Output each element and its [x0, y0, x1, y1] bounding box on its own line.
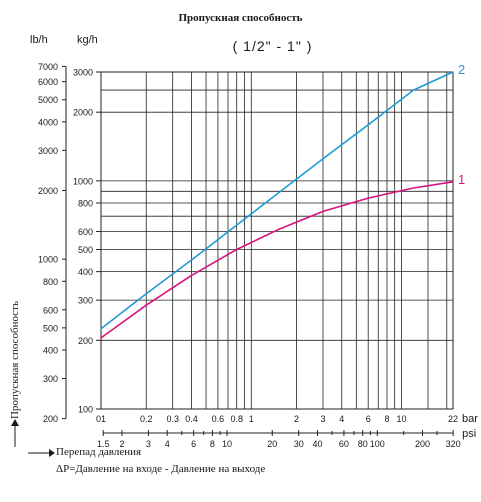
psi-tick-label: 2	[119, 439, 124, 449]
lbh-tick-label: 6000	[38, 77, 58, 87]
y-arrow-head	[11, 419, 19, 426]
psi-tick-label: 60	[339, 439, 349, 449]
series-layer	[100, 71, 454, 339]
bar-tick-label: 0.6	[212, 414, 225, 424]
bar-tick-label: 8	[384, 414, 389, 424]
bar-tick-label: 2	[294, 414, 299, 424]
series-line-1	[100, 181, 454, 339]
chart-title: Пропускная способность	[178, 12, 303, 24]
bar-tick-label: 4	[339, 414, 344, 424]
lbh-tick-label: 3000	[38, 146, 58, 156]
kgh-tick-label: 500	[78, 245, 93, 255]
lbh-tick-label: 1000	[38, 255, 58, 265]
lbh-tick-label: 800	[43, 277, 58, 287]
grid-lines	[100, 71, 454, 410]
psi-tick-label: 200	[415, 439, 430, 449]
axes	[11, 65, 454, 457]
psi-tick-label: 4	[165, 439, 170, 449]
pressure-drop-formula: ΔP=Давление на входе - Давление на выход…	[56, 463, 266, 475]
lbh-tick-label: 400	[43, 345, 58, 355]
lbh-tick-label: 5000	[38, 95, 58, 105]
psi-tick-label: 1.5	[97, 439, 110, 449]
lbh-tick-label: 7000	[38, 62, 58, 72]
bar-unit-label: bar	[462, 413, 478, 425]
bar-tick-label: 0.3	[166, 414, 179, 424]
psi-tick-label: 6	[191, 439, 196, 449]
lbh-tick-label: 600	[43, 305, 58, 315]
kgh-tick-label: 1000	[73, 176, 93, 186]
tick-labels: 2003004005006008001000200030004000500060…	[38, 62, 478, 449]
bar-tick-label: 6	[366, 414, 371, 424]
psi-tick-label: 80	[358, 439, 368, 449]
psi-tick-label: 20	[267, 439, 277, 449]
bar-tick-label: 10	[397, 414, 407, 424]
kgh-tick-label: 600	[78, 227, 93, 237]
psi-tick-label: 320	[446, 439, 461, 449]
kgh-tick-label: 400	[78, 267, 93, 277]
chart-subtitle: ( 1/2" - 1" )	[232, 38, 313, 54]
psi-tick-label: 40	[312, 439, 322, 449]
kgh-tick-label: 200	[78, 336, 93, 346]
bar-tick-label: 0.4	[185, 414, 198, 424]
series-line-2	[100, 71, 454, 330]
series-label-1: 1	[458, 172, 465, 187]
y-unit-lbh: lb/h	[30, 34, 48, 46]
psi-tick-label: 30	[294, 439, 304, 449]
kgh-tick-label: 300	[78, 296, 93, 306]
kgh-tick-label: 3000	[73, 68, 93, 78]
kgh-tick-label: 100	[78, 405, 93, 415]
lbh-tick-label: 200	[43, 414, 58, 424]
psi-tick-label: 10	[222, 439, 232, 449]
kgh-tick-label: 800	[78, 198, 93, 208]
bar-tick-label: 0.2	[140, 414, 153, 424]
lbh-tick-label: 500	[43, 323, 58, 333]
y-unit-kgh: kg/h	[77, 34, 98, 46]
plot-frame	[100, 71, 454, 410]
series-label-2: 2	[458, 62, 465, 77]
bar-tick-label: 01	[96, 414, 106, 424]
bar-tick-label: 22	[448, 414, 458, 424]
lbh-tick-label: 2000	[38, 186, 58, 196]
bar-tick-label: 3	[320, 414, 325, 424]
psi-tick-label: 100	[370, 439, 385, 449]
lbh-tick-label: 4000	[38, 117, 58, 127]
bar-tick-label: 1	[249, 414, 254, 424]
psi-tick-label: 3	[146, 439, 151, 449]
psi-unit-label: psi	[462, 428, 476, 440]
psi-tick-label: 8	[210, 439, 215, 449]
lbh-tick-label: 300	[43, 374, 58, 384]
bar-tick-label: 0.8	[230, 414, 243, 424]
x-arrow-head	[49, 449, 55, 457]
kgh-tick-label: 2000	[73, 108, 93, 118]
pressure-drop-note: Перепад давления	[56, 446, 142, 458]
